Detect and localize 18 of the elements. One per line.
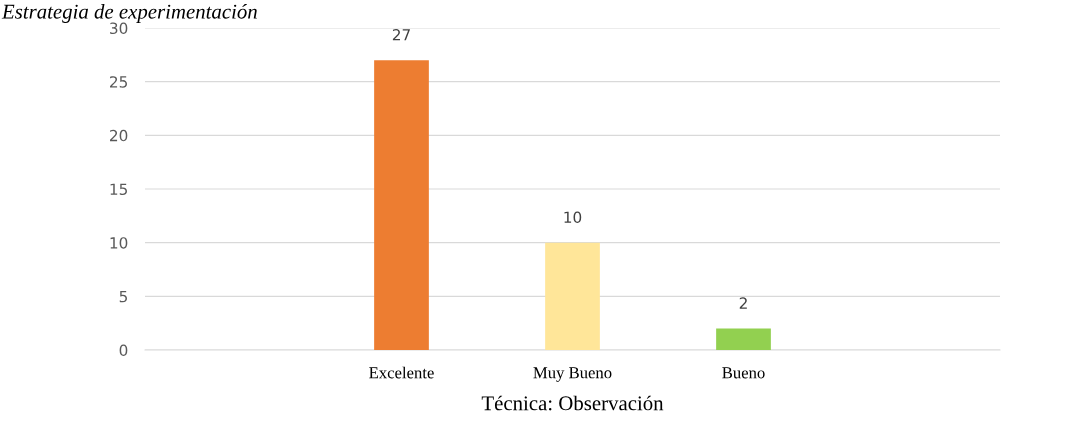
data-label: 27 xyxy=(392,29,410,41)
data-label: 10 xyxy=(564,211,582,224)
x-tick-label: Bueno xyxy=(722,367,765,379)
bar xyxy=(716,328,771,350)
y-tick-label: 20 xyxy=(110,129,128,142)
x-tick-label: Muy Bueno xyxy=(533,367,612,382)
y-tick-label: 5 xyxy=(119,291,127,303)
y-tick-label: 10 xyxy=(110,237,128,249)
bar xyxy=(545,242,600,350)
y-tick-label: 30 xyxy=(110,22,128,35)
x-axis-title: Técnica: Observación xyxy=(481,395,664,411)
y-tick-label: 0 xyxy=(119,344,128,357)
y-tick-label: 15 xyxy=(110,183,127,196)
chart-title: Estrategia de experimentación xyxy=(1,4,257,23)
y-tick-label: 25 xyxy=(110,76,127,88)
data-label: 2 xyxy=(739,297,747,309)
bar xyxy=(374,60,429,350)
x-tick-label: Excelente xyxy=(369,366,434,379)
